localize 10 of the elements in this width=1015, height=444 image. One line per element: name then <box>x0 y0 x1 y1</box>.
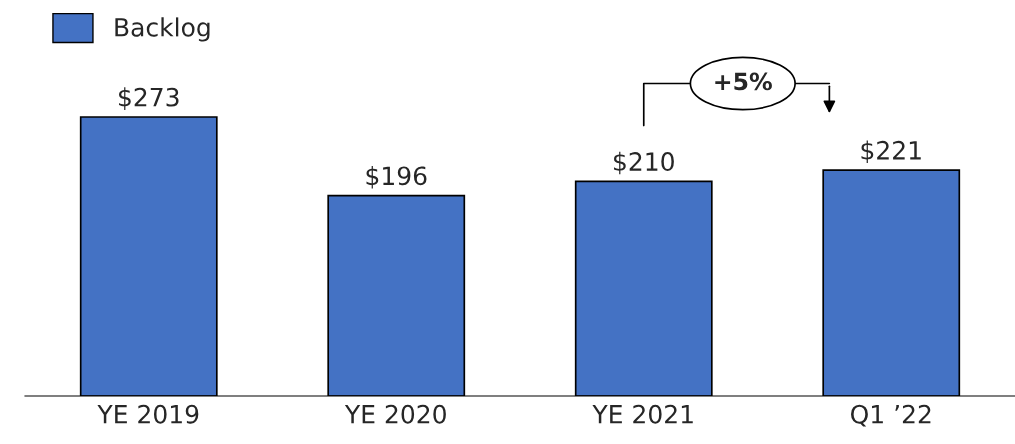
x-tick-label: YE 2020 <box>344 404 446 424</box>
text: +5% <box>715 72 772 91</box>
x-tick-label: YE 2021 <box>592 404 693 424</box>
legend-label: Backlog <box>115 17 210 42</box>
x-tick-label: Q1 ’22 <box>851 404 931 427</box>
data-label: $210 <box>614 151 674 175</box>
data-label: $196 <box>366 165 427 189</box>
x-tick-label: YE 2019 <box>97 404 199 424</box>
data-label: $273 <box>119 87 179 110</box>
data-label: $221 <box>861 140 921 164</box>
